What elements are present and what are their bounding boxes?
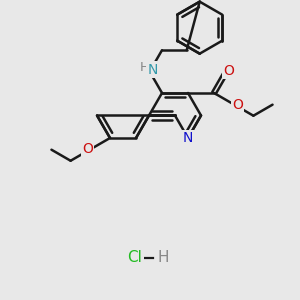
Text: N: N (183, 131, 193, 145)
Text: O: O (232, 98, 243, 112)
Text: N: N (148, 63, 158, 76)
Text: Cl: Cl (128, 250, 142, 266)
Text: O: O (223, 64, 234, 78)
Text: H: H (157, 250, 169, 266)
Text: O: O (82, 142, 93, 156)
Text: H: H (140, 61, 150, 74)
